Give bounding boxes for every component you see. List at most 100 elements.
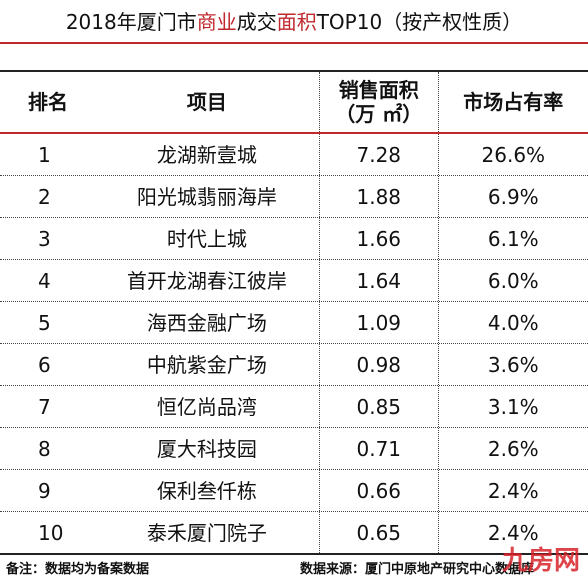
cell-text: 8	[38, 436, 51, 461]
cell-text: 0.66	[356, 478, 402, 503]
row: 6 中航紫金广场 0.98 3.6%	[0, 344, 588, 386]
source: 数据来源：厦门中原地产研究中心数据库	[300, 562, 535, 577]
title-part: 成交	[236, 10, 277, 34]
footer: 备注：数据均为备案数据 数据来源：厦门中原地产研究中心数据库 九房网	[0, 546, 588, 580]
cell: 0.98	[320, 344, 439, 385]
row: 3 时代上城 1.66 6.1%	[0, 218, 588, 260]
cell: 6.9%	[439, 176, 588, 217]
cell: 2.4%	[439, 470, 588, 511]
cell: 2	[0, 176, 95, 217]
cell: 10	[0, 512, 95, 553]
cell-text: 1.64	[356, 268, 402, 293]
cell: 泰禾厦门院子	[95, 512, 320, 553]
table: 排名 项目 销售面积 （万 ㎡） 市场占有率 1 龙湖新壹城 7.28 26.6% 2 阳光城翡丽海…	[0, 70, 588, 555]
cell-text: 9	[38, 478, 51, 503]
cell: 1.66	[320, 218, 439, 259]
row: 2 阳光城翡丽海岸 1.88 6.9%	[0, 176, 588, 218]
cell: 保利叁仟栋	[95, 470, 320, 511]
cell: 4.0%	[439, 302, 588, 343]
cell-text: 4	[38, 268, 51, 293]
cell: 1.09	[320, 302, 439, 343]
cell-text: 中航紫金广场	[146, 352, 267, 377]
cell: 2.4%	[439, 512, 588, 553]
cell: 5	[0, 302, 95, 343]
header-cell: 销售面积 （万 ㎡）	[320, 72, 439, 132]
cell-text: 2	[38, 184, 51, 209]
cell: 7.28	[320, 134, 439, 175]
row: 5 海西金融广场 1.09 4.0%	[0, 302, 588, 344]
cell: 0.71	[320, 428, 439, 469]
cell: 厦大科技园	[95, 428, 320, 469]
header-text: 市场占有率	[463, 90, 564, 114]
cell-text: 3.6%	[487, 352, 539, 377]
cell-text: 1.88	[356, 184, 402, 209]
row: 7 恒亿尚品湾 0.85 3.1%	[0, 386, 588, 428]
cell: 4	[0, 260, 95, 301]
cell: 9	[0, 470, 95, 511]
header-row: 排名 项目 销售面积 （万 ㎡） 市场占有率	[0, 72, 588, 134]
cell-text: 0.85	[356, 394, 402, 419]
cell-text: 2.4%	[487, 478, 539, 503]
title-part: 商业	[196, 10, 237, 34]
header-cell: 市场占有率	[439, 72, 588, 132]
cell-text: 5	[38, 310, 51, 335]
cell-text: 10	[38, 520, 64, 545]
cell: 0.65	[320, 512, 439, 553]
cell: 龙湖新壹城	[95, 134, 320, 175]
title-part: 2018年厦门市	[65, 10, 197, 34]
cell-text: 龙湖新壹城	[156, 142, 257, 167]
cell: 3.6%	[439, 344, 588, 385]
cell-text: 6.9%	[487, 184, 539, 209]
header-text: 排名	[28, 90, 68, 114]
row: 9 保利叁仟栋 0.66 2.4%	[0, 470, 588, 512]
header-cell: 项目	[95, 72, 320, 132]
cell: 阳光城翡丽海岸	[95, 176, 320, 217]
cell-text: 26.6%	[481, 142, 546, 167]
row: 10 泰禾厦门院子 0.65 2.4%	[0, 512, 588, 553]
cell: 6.1%	[439, 218, 588, 259]
cell-text: 2.4%	[487, 520, 539, 545]
cell-text: 0.65	[356, 520, 402, 545]
cell: 0.66	[320, 470, 439, 511]
cell-text: 2.6%	[487, 436, 539, 461]
cell: 3.1%	[439, 386, 588, 427]
cell-text: 1	[38, 142, 51, 167]
cell: 7	[0, 386, 95, 427]
cell-text: 1.66	[356, 226, 402, 251]
cell: 26.6%	[439, 134, 588, 175]
cell-text: 6.0%	[487, 268, 539, 293]
cell-text: 首开龙湖春江彼岸	[126, 268, 287, 293]
header-text: 项目	[186, 90, 227, 114]
cell: 0.85	[320, 386, 439, 427]
cell: 海西金融广场	[95, 302, 320, 343]
title-part: 面积	[276, 10, 317, 34]
row: 1 龙湖新壹城 7.28 26.6%	[0, 134, 588, 176]
cell: 8	[0, 428, 95, 469]
title: 2018年厦门市商业成交面积TOP10（按产权性质）	[0, 0, 588, 44]
cell: 6.0%	[439, 260, 588, 301]
cell-text: 3	[38, 226, 51, 251]
cell: 3	[0, 218, 95, 259]
cell-text: 7.28	[356, 142, 402, 167]
cell-text: 阳光城翡丽海岸	[136, 184, 277, 209]
cell: 1.88	[320, 176, 439, 217]
cell-text: 0.98	[356, 352, 402, 377]
cell-text: 6	[38, 352, 51, 377]
cell-text: 恒亿尚品湾	[156, 394, 257, 419]
cell: 2.6%	[439, 428, 588, 469]
cell-text: 厦大科技园	[156, 436, 257, 461]
cell: 时代上城	[95, 218, 320, 259]
cell: 1	[0, 134, 95, 175]
cell: 1.64	[320, 260, 439, 301]
cell-text: 6.1%	[487, 226, 539, 251]
cell: 中航紫金广场	[95, 344, 320, 385]
cell-text: 保利叁仟栋	[156, 478, 257, 503]
cell-text: 海西金融广场	[146, 310, 267, 335]
row: 4 首开龙湖春江彼岸 1.64 6.0%	[0, 260, 588, 302]
title-part: TOP10（按产权性质）	[316, 10, 523, 34]
header-line: 销售面积	[338, 78, 419, 102]
cell-text: 泰禾厦门院子	[146, 520, 267, 545]
cell-text: 3.1%	[487, 394, 539, 419]
cell-text: 时代上城	[166, 226, 247, 251]
